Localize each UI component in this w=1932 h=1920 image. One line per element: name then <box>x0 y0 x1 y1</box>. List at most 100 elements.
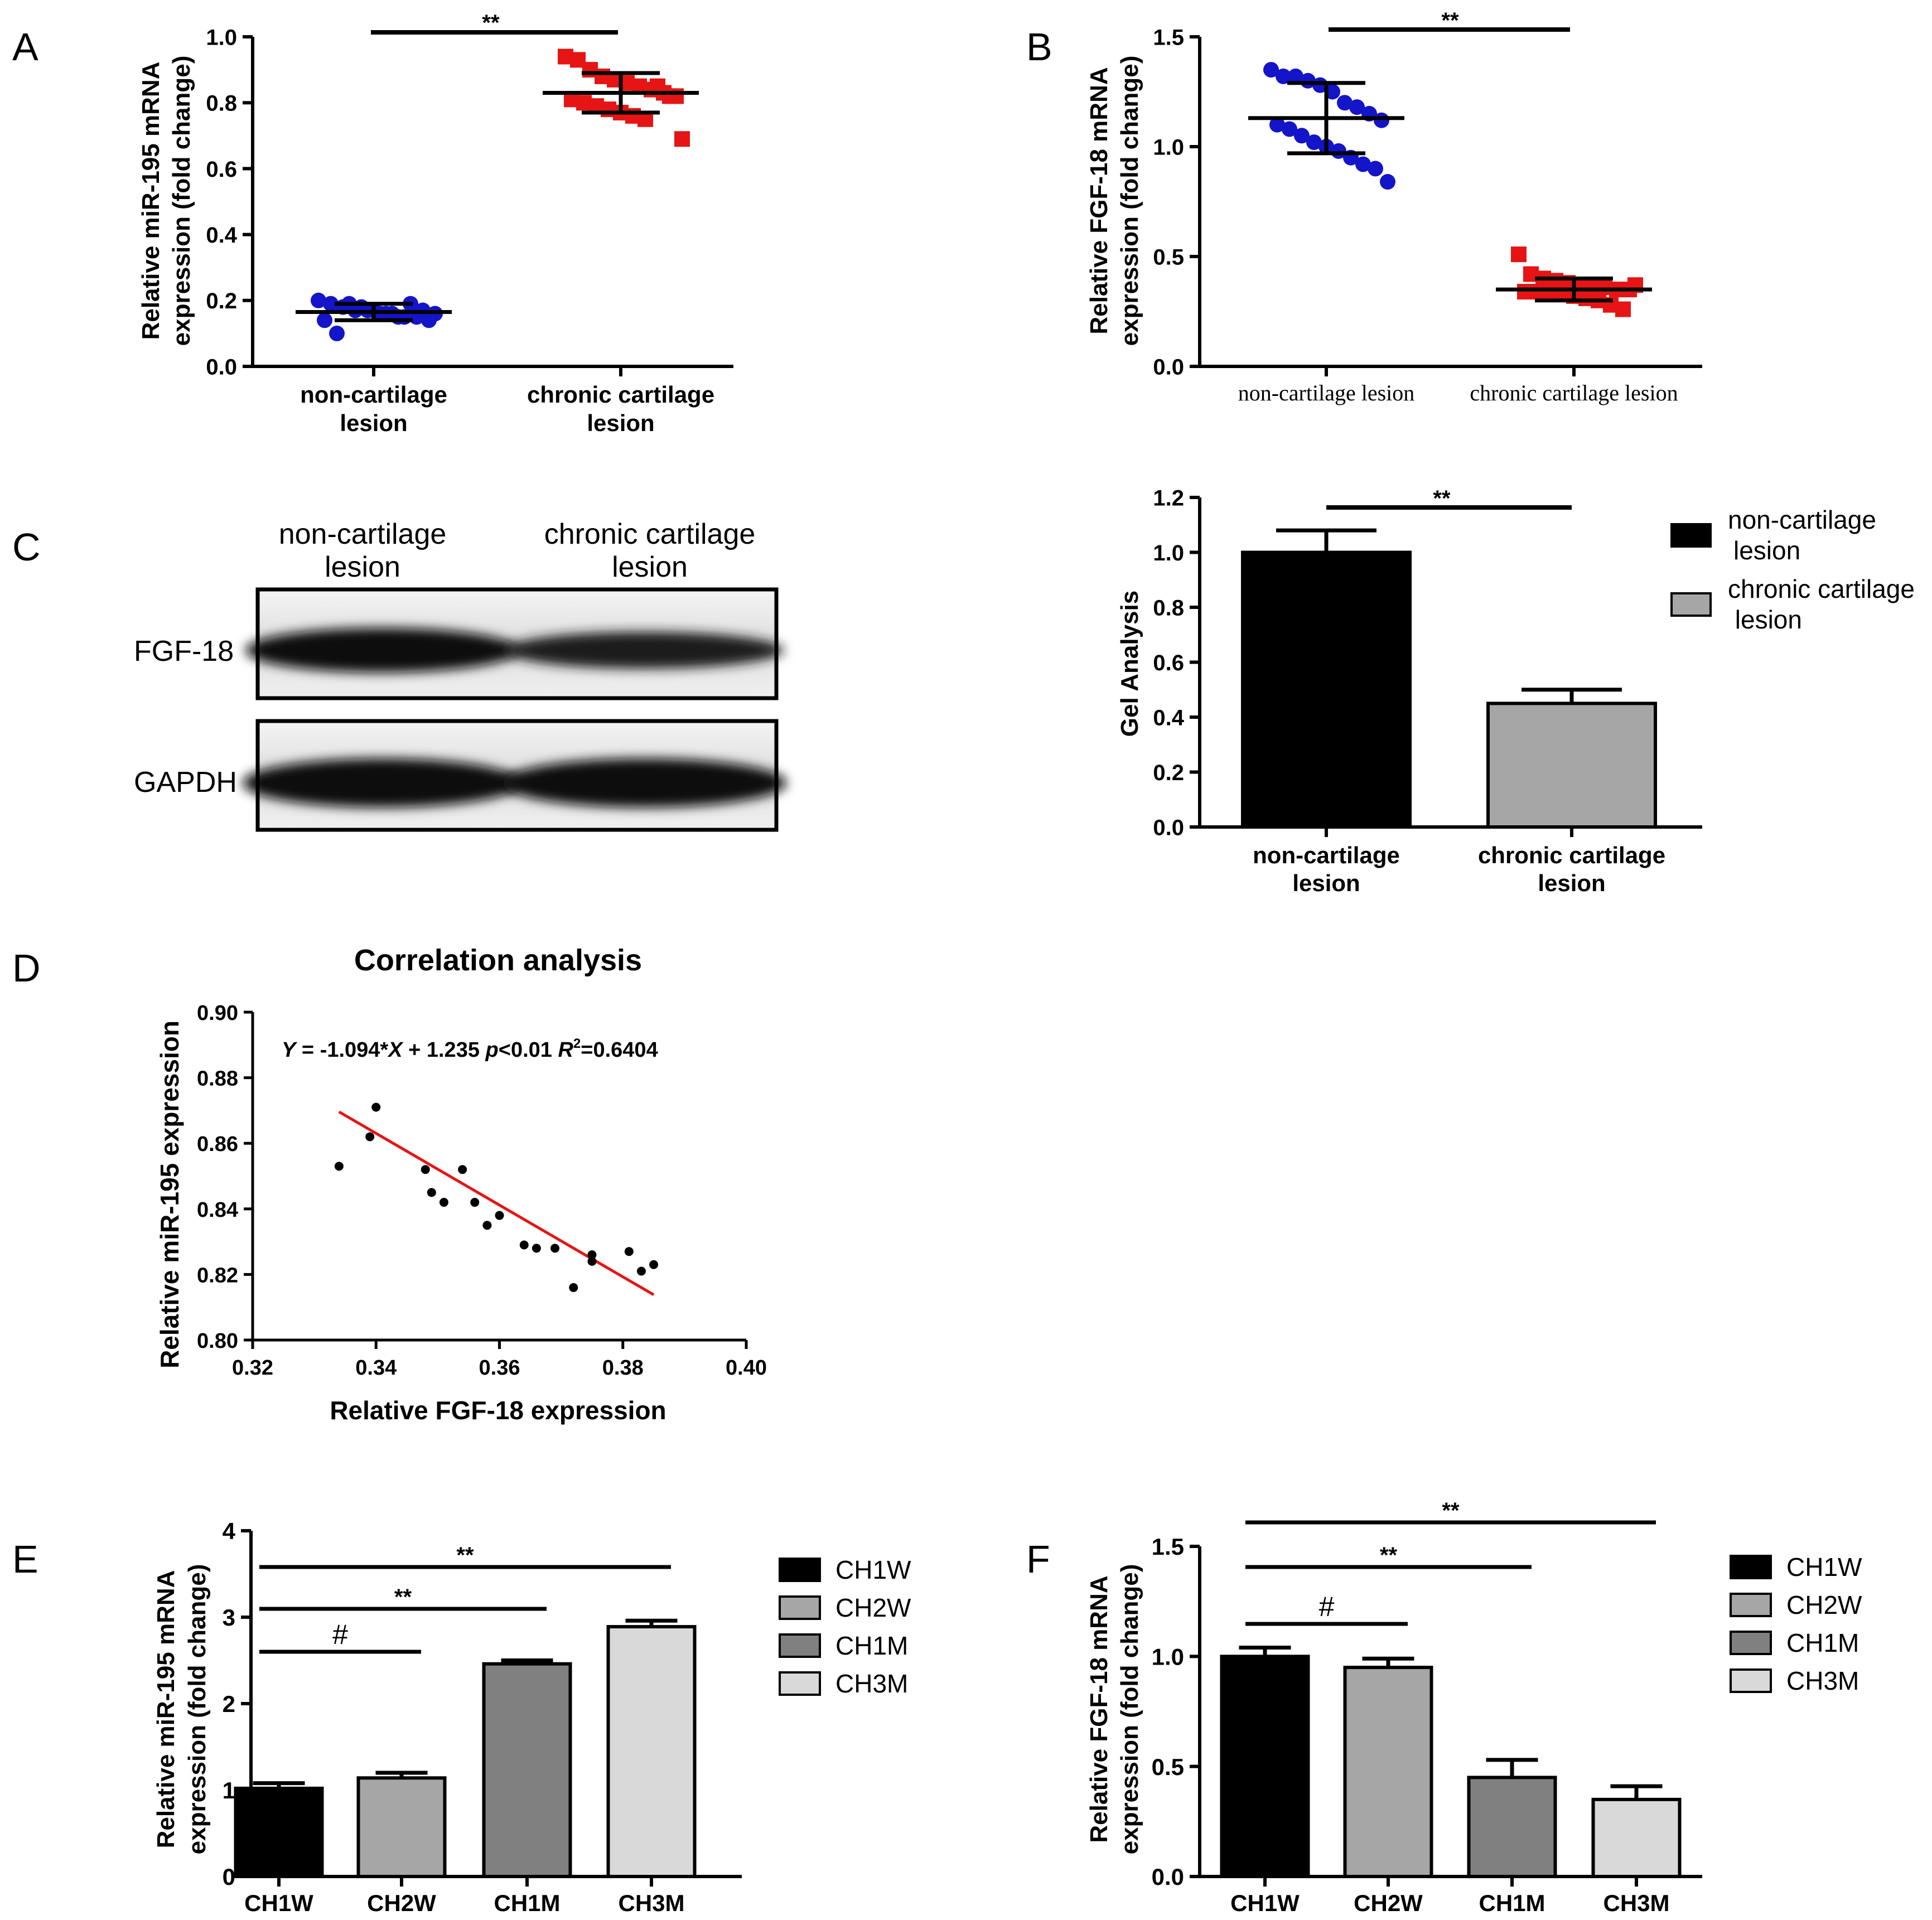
panel-d-point <box>421 1165 430 1174</box>
panel-d-point <box>371 1102 381 1112</box>
panel-c-y-tick-label: 0.6 <box>1153 651 1184 675</box>
panel-c-xlabel-cat1-line2: lesion <box>1292 870 1360 896</box>
panel-a-y-tick-label: 0.2 <box>206 289 237 313</box>
panel-d-point <box>587 1256 597 1266</box>
panel-f-legend-swatch <box>1730 1631 1772 1655</box>
panel-label-c: C <box>12 525 41 569</box>
panel-e-legend-swatch <box>779 1633 821 1658</box>
panel-b-point <box>1306 134 1322 151</box>
panel-b-point <box>1511 246 1527 263</box>
panel-e-ylabel-line2: expression (fold change) <box>183 1564 211 1855</box>
panel-d-point <box>550 1244 560 1253</box>
panel-e-y-tick-label: 3 <box>223 1604 235 1631</box>
panel-a-xlabel-group2-line1: chronic cartilage <box>527 381 714 408</box>
panel-f-chart: Relative FGF-18 mRNA expression (fold ch… <box>1085 1498 1862 1916</box>
panel-d-fit-line <box>338 1110 655 1296</box>
panel-e-legend-label: CH1M <box>835 1631 908 1660</box>
panel-d-xlabel: Relative FGF-18 expression <box>330 1396 666 1425</box>
eq-r-exp: 2 <box>573 1036 581 1051</box>
panel-f-comparison-label: ** <box>1380 1543 1398 1568</box>
panel-d-point <box>439 1198 448 1207</box>
panel-c-y-tick-label: 0.2 <box>1153 761 1184 785</box>
panel-f-legend-label: CH2W <box>1786 1590 1862 1619</box>
eq-part-b: + 1.235 <box>403 1038 486 1062</box>
panel-d-x-tick-label: 0.40 <box>726 1356 767 1380</box>
panel-a-point <box>311 292 326 308</box>
panel-e-legend-label: CH1W <box>835 1555 911 1584</box>
panel-d-x-tick-label: 0.38 <box>602 1356 644 1380</box>
panel-c-legend-swatch-1 <box>1670 523 1712 548</box>
panel-a-xlabel-group1-line2: lesion <box>340 410 407 436</box>
blot-lane1-label-line1: non-cartilage <box>279 518 447 550</box>
panel-d-y-tick-label: 0.82 <box>197 1264 238 1287</box>
panel-d-equation: Y = -1.094*X + 1.235 p<0.01 R2=0.6404 <box>282 1036 658 1062</box>
panel-e-y-tick-label: 0 <box>223 1864 235 1890</box>
panel-c-y-tick-label: 1.0 <box>1153 541 1184 565</box>
panel-b-y-tick-label: 1.0 <box>1153 135 1184 159</box>
panel-f-legend-label: CH1M <box>1786 1628 1859 1657</box>
panel-f-legend-swatch <box>1730 1555 1772 1579</box>
panel-f-legend: CH1W CH2W CH1M CH3M <box>1730 1553 1862 1695</box>
panel-d-y-tick-label: 0.90 <box>197 1002 238 1025</box>
panel-f-x-tick-label: CH3M <box>1603 1890 1669 1916</box>
blot-band-gapdh-lane1 <box>243 758 521 807</box>
panel-label-a: A <box>12 25 38 69</box>
panel-b-chart: Relative FGF-18 mRNA expression (fold ch… <box>1085 8 1702 405</box>
panel-f-x-axis: CH1W CH2W CH1M CH3M <box>1200 1875 1702 1916</box>
panel-a-y-tick-label: 0.0 <box>206 355 237 379</box>
eq-y: Y <box>282 1038 298 1062</box>
panel-d-x-axis: 0.32 0.34 0.36 0.38 0.40 <box>232 1338 767 1380</box>
panel-d-point <box>427 1188 436 1197</box>
panel-f-x-tick-label: CH1W <box>1230 1890 1300 1916</box>
panel-e-ylabel-line1: Relative miR-195 mRNA <box>152 1570 180 1849</box>
panel-d-point <box>519 1240 529 1250</box>
panel-a-x-axis <box>253 365 733 376</box>
panel-f-comparison-label: ** <box>1442 1498 1460 1523</box>
panel-b-point <box>1349 99 1365 115</box>
blot-row-label-gapdh: GAPDH <box>134 766 237 799</box>
panel-b-point <box>1355 156 1371 172</box>
panel-f-comparisons: # ** ** <box>1245 1498 1656 1626</box>
panel-b-y-tick-label: 1.5 <box>1153 25 1184 50</box>
panel-e-y-tick-label: 1 <box>223 1777 235 1803</box>
panel-f-bar <box>1467 1776 1557 1878</box>
panel-d-point <box>495 1211 504 1220</box>
panel-f-legend-label: CH3M <box>1786 1666 1859 1695</box>
panel-e-x-tick-label: CH3M <box>618 1890 684 1916</box>
panel-label-f: F <box>1026 1537 1050 1581</box>
panel-b-point <box>1288 68 1303 84</box>
panel-d-y-tick-label: 0.88 <box>197 1067 238 1091</box>
panel-a-significance-label: ** <box>482 11 500 35</box>
panel-d-points <box>334 1102 659 1296</box>
panel-d-y-tick-label: 0.86 <box>197 1133 238 1156</box>
panel-c-legend: non-cartilage lesion chronic cartilage l… <box>1670 505 1915 634</box>
panel-f-bars <box>1220 1646 1682 1879</box>
blot-row-label-fgf18: FGF-18 <box>134 635 234 668</box>
panel-f-y-tick-label: 1.5 <box>1152 1534 1184 1560</box>
panel-c-chart: Gel Analysis 0.0 0.2 0.4 0.6 0.8 1.0 1.2 ** no… <box>1116 486 1915 896</box>
panel-e-x-axis: CH1W CH2W CH1M CH3M <box>244 1875 742 1916</box>
blot-band-gapdh-lane2 <box>502 758 786 807</box>
panel-f-x-tick-label: CH2W <box>1354 1890 1423 1916</box>
panel-e-bar <box>234 1786 324 1878</box>
panel-d-point <box>470 1198 480 1207</box>
panel-c-xlabel-cat1-line1: non-cartilage <box>1253 842 1400 868</box>
eq-p: p <box>485 1038 499 1062</box>
panel-f-y-tick-label: 0.0 <box>1152 1864 1184 1890</box>
panel-b-point <box>1374 112 1389 128</box>
panel-d-x-tick-label: 0.32 <box>232 1356 273 1380</box>
panel-e-bars <box>234 1618 697 1879</box>
panel-e-bar <box>356 1776 447 1879</box>
panel-b-xlabel-group1: non-cartilage lesion <box>1238 380 1415 405</box>
panel-b-point <box>1368 161 1383 177</box>
panel-e-comparison-label: # <box>332 1619 348 1650</box>
panel-a-xlabel-group2-line2: lesion <box>587 410 654 436</box>
panel-b-y-tick-label: 0.5 <box>1153 245 1184 269</box>
panel-a-ylabel-line1: Relative miR-195 mRNA <box>137 62 165 340</box>
panel-f-legend-swatch <box>1730 1593 1772 1617</box>
panel-c-legend-label-2-line2: lesion <box>1728 605 1802 634</box>
blot-strip-gapdh <box>243 719 786 832</box>
panel-c-bar <box>1241 550 1412 829</box>
panel-c-legend-label-1-line1: non-cartilage <box>1728 505 1876 534</box>
panel-c-y-tick-label: 1.2 <box>1153 486 1184 510</box>
